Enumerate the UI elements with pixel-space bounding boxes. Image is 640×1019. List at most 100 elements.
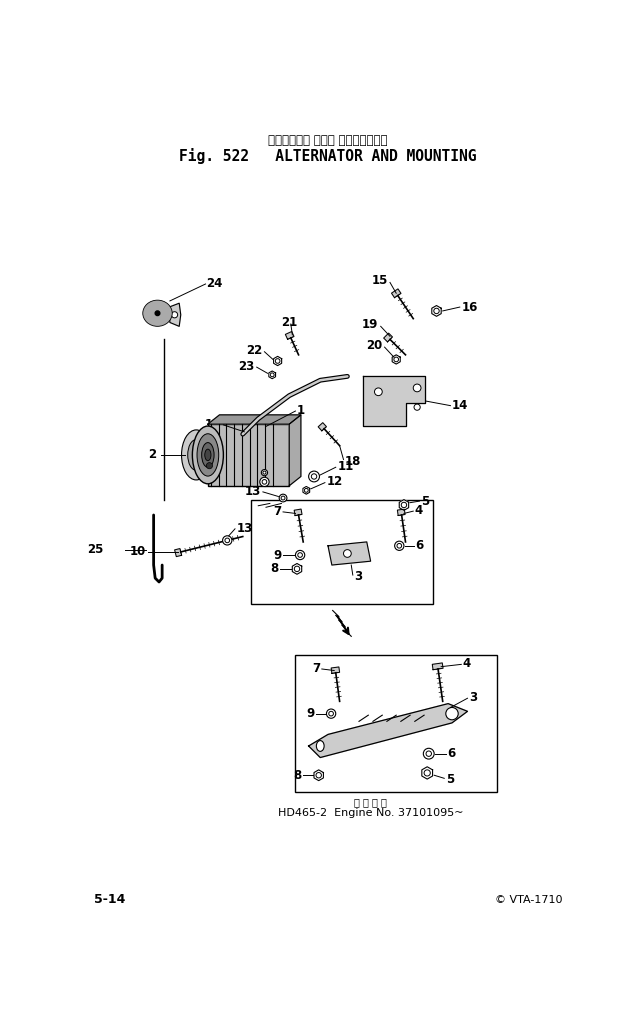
Text: 14: 14 [452,399,468,412]
Polygon shape [269,371,276,379]
Text: 8: 8 [270,562,278,576]
Text: 13: 13 [245,485,261,497]
Circle shape [263,471,266,474]
Polygon shape [273,357,282,366]
Circle shape [311,474,317,479]
Ellipse shape [193,426,223,484]
Text: 9: 9 [273,548,282,561]
Circle shape [275,359,280,364]
Bar [296,655,497,792]
Text: 18: 18 [345,454,362,468]
Polygon shape [432,663,443,669]
Text: 12: 12 [326,476,342,488]
Circle shape [296,550,305,559]
Polygon shape [399,499,409,511]
Circle shape [397,543,402,548]
Ellipse shape [147,305,168,322]
Polygon shape [318,423,326,431]
Circle shape [281,496,285,500]
Ellipse shape [143,301,172,326]
Polygon shape [392,289,401,298]
Polygon shape [208,415,301,424]
Text: 7: 7 [312,662,320,676]
Text: 24: 24 [206,277,223,290]
Text: 13: 13 [237,522,253,535]
Circle shape [260,477,269,486]
Text: 23: 23 [238,360,254,373]
Circle shape [206,463,212,469]
Text: 5: 5 [446,772,454,786]
Ellipse shape [205,449,211,461]
Circle shape [395,541,404,550]
Circle shape [401,502,406,507]
Ellipse shape [150,307,165,320]
Polygon shape [432,306,441,316]
Circle shape [413,384,421,391]
Circle shape [225,538,230,543]
Text: オルタネータ および マウンティング: オルタネータ および マウンティング [268,133,388,147]
Text: 2: 2 [148,448,156,462]
Circle shape [298,552,303,557]
Circle shape [394,357,399,362]
Text: Fig. 522   ALTERNATOR AND MOUNTING: Fig. 522 ALTERNATOR AND MOUNTING [179,148,477,164]
Bar [208,424,289,486]
Text: 6: 6 [415,539,424,552]
Polygon shape [384,333,392,341]
Text: 7: 7 [273,505,282,519]
Text: 9: 9 [307,707,315,720]
Circle shape [329,711,333,716]
Bar [250,499,433,603]
Text: 4: 4 [415,503,423,517]
Circle shape [223,536,232,545]
Polygon shape [294,510,302,516]
Polygon shape [289,415,301,486]
Circle shape [344,549,351,557]
Polygon shape [363,376,425,426]
Ellipse shape [188,439,205,471]
Circle shape [305,488,308,492]
Text: 22: 22 [246,343,262,357]
Polygon shape [392,355,400,364]
Text: 5: 5 [421,494,429,507]
Polygon shape [331,667,340,674]
Polygon shape [314,769,323,781]
Circle shape [434,308,439,314]
Polygon shape [303,486,310,494]
Circle shape [155,311,160,316]
Circle shape [261,470,268,476]
Ellipse shape [316,741,324,751]
Text: 5-14: 5-14 [94,894,125,907]
Polygon shape [328,542,371,565]
Polygon shape [175,548,182,556]
Text: 10: 10 [130,545,146,558]
Ellipse shape [145,303,170,324]
Circle shape [374,388,382,395]
Text: 適 用 号 等: 適 用 号 等 [354,798,387,808]
Text: 16: 16 [461,301,477,314]
Circle shape [426,751,431,756]
Circle shape [424,769,430,776]
Circle shape [326,709,336,718]
Polygon shape [397,510,405,516]
Text: HD465-2  Engine No. 37101095~: HD465-2 Engine No. 37101095~ [278,808,463,817]
Text: 15: 15 [372,274,388,287]
Ellipse shape [197,434,219,476]
Text: 6: 6 [447,747,456,760]
Ellipse shape [202,442,214,468]
Polygon shape [292,564,301,575]
Circle shape [294,567,300,572]
Circle shape [423,748,434,759]
Ellipse shape [193,448,200,462]
Circle shape [172,312,178,318]
Text: 8: 8 [293,768,301,782]
Polygon shape [285,331,294,339]
Text: 3: 3 [469,691,477,704]
Ellipse shape [152,309,163,318]
Polygon shape [422,766,433,780]
Polygon shape [308,704,467,757]
Circle shape [316,772,321,777]
Circle shape [279,494,287,502]
Ellipse shape [154,311,161,316]
Text: 3: 3 [355,570,362,583]
Circle shape [414,405,420,411]
